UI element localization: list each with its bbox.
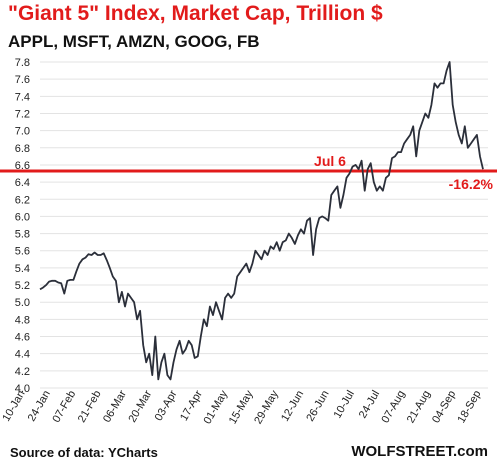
reference-line-label: Jul 6 <box>314 153 346 169</box>
x-tick-label: 21-Aug <box>405 389 433 426</box>
x-tick-label: 06-Mar <box>101 388 129 424</box>
y-tick-label: 6.8 <box>15 143 30 155</box>
x-tick-label: 07-Aug <box>379 389 407 426</box>
change-annotation: -16.2% <box>449 176 494 192</box>
x-tick-label: 07-Feb <box>50 389 78 425</box>
y-tick-label: 6.4 <box>15 177 30 189</box>
reference-line-group: Jul 6 <box>0 153 497 173</box>
x-tick-label: 10-Jan <box>0 389 27 424</box>
gridlines <box>40 61 488 389</box>
y-tick-label: 5.4 <box>15 263 30 275</box>
y-tick-label: 5.0 <box>15 297 30 309</box>
series-layer <box>39 61 484 381</box>
y-tick-label: 7.4 <box>15 91 30 103</box>
y-tick-label: 7.8 <box>15 57 30 69</box>
y-tick-label: 6.6 <box>15 160 30 172</box>
x-tick-label: 03-Apr <box>153 388 180 423</box>
y-tick-label: 6.2 <box>15 194 30 206</box>
x-tick-label: 18-Sep <box>455 389 483 426</box>
x-tick-label: 24-Jul <box>357 389 382 421</box>
x-tick-label: 20-Mar <box>126 388 154 424</box>
x-axis-ticks: 10-Jan24-Jan07-Feb21-Feb06-Mar20-Mar03-A… <box>0 388 483 426</box>
source-note: Source of data: YCharts <box>10 445 158 460</box>
chart-subtitle: APPL, MSFT, AMZN, GOOG, FB <box>8 32 260 51</box>
y-tick-label: 6.0 <box>15 211 30 223</box>
y-tick-label: 5.2 <box>15 280 30 292</box>
y-tick-label: 5.6 <box>15 246 30 258</box>
y-tick-label: 4.4 <box>15 349 30 361</box>
x-tick-label: 26-Jun <box>304 389 331 424</box>
x-tick-label: 17-Apr <box>178 388 205 423</box>
y-tick-label: 7.0 <box>15 126 30 138</box>
brand-label: WOLFSTREET.com <box>351 443 488 460</box>
y-tick-label: 4.2 <box>15 366 30 378</box>
y-tick-label: 5.8 <box>15 229 30 241</box>
chart-title: "Giant 5" Index, Market Cap, Trillion $ <box>8 2 383 25</box>
x-tick-label: 21-Feb <box>76 389 104 425</box>
x-tick-label: 04-Sep <box>430 389 458 426</box>
y-tick-label: 4.0 <box>15 383 30 395</box>
x-tick-label: 10-Jul <box>332 389 357 421</box>
series-line <box>39 61 484 381</box>
y-axis-ticks: 4.0 4.2 4.4 4.6 4.8 5.0 5.2 5.4 5.6 5.8 6.0 6.2 6.4 6… <box>15 57 30 395</box>
x-tick-label: 29-May <box>252 388 281 426</box>
y-tick-label: 7.6 <box>15 74 30 86</box>
annotations: -16.2% <box>449 176 494 192</box>
y-tick-label: 7.2 <box>15 108 30 120</box>
y-tick-label: 4.6 <box>15 332 30 344</box>
y-tick-label: 4.8 <box>15 314 30 326</box>
x-tick-label: 12-Jun <box>279 389 306 424</box>
